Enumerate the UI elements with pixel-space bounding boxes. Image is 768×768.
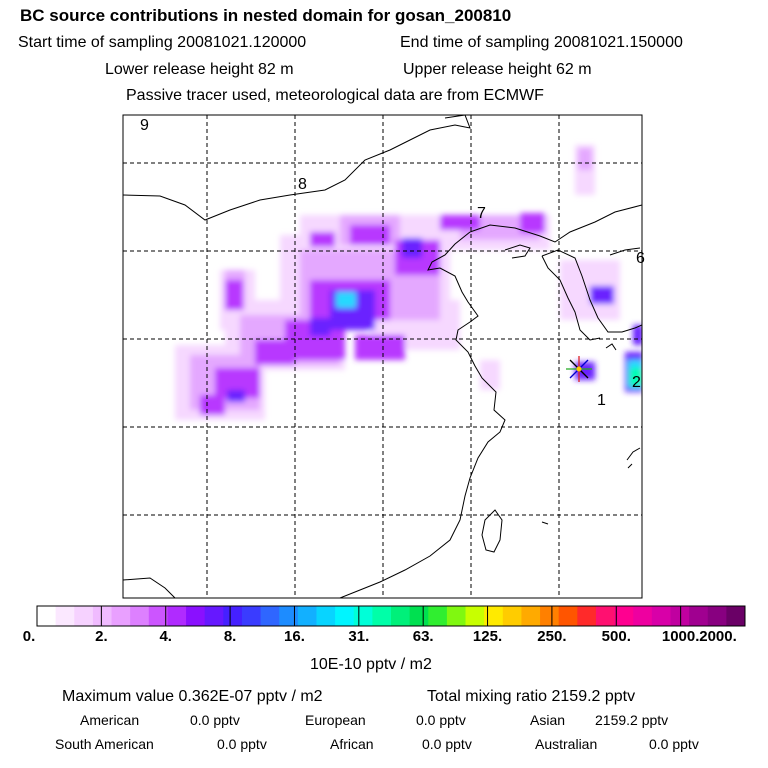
- maximum-value: Maximum value 0.362E-07 pptv / m2: [62, 688, 323, 705]
- map-label-2: 2: [632, 374, 641, 391]
- region-name-american: American: [80, 712, 140, 728]
- colorbar-swatch: [297, 606, 317, 626]
- colorbar-swatch: [167, 606, 187, 626]
- colorbar-tick-label: 2.: [95, 628, 108, 645]
- colorbar-tick-label: 31.: [348, 628, 370, 645]
- colorbar-swatch: [186, 606, 206, 626]
- colorbar-tick-label: 2000.: [699, 628, 737, 645]
- colorbar-swatch: [279, 606, 299, 626]
- region-value-south-american: 0.0 pptv: [217, 736, 267, 752]
- colorbar-swatch: [633, 606, 653, 626]
- colorbar-swatch: [614, 606, 634, 626]
- colorbar-swatch: [111, 606, 131, 626]
- region-value-australian: 0.0 pptv: [649, 736, 699, 752]
- colorbar-swatch: [335, 606, 355, 626]
- lower-release-height: Lower release height 82 m: [105, 61, 294, 78]
- upper-release-height: Upper release height 62 m: [403, 61, 592, 78]
- region-value-african: 0.0 pptv: [422, 736, 472, 752]
- map-label-8: 8: [298, 176, 307, 193]
- colorbar-swatch: [577, 606, 597, 626]
- colorbar-swatch: [428, 606, 448, 626]
- colorbar-swatch: [204, 606, 224, 626]
- colorbar-swatch: [707, 606, 727, 626]
- colorbar-swatch: [558, 606, 578, 626]
- map-label-9: 9: [140, 117, 149, 134]
- region-name-australian: Australian: [535, 736, 598, 752]
- colorbar-swatch: [651, 606, 671, 626]
- colorbar-tick-label: 8.: [223, 628, 237, 645]
- region-name-asian: Asian: [530, 712, 566, 728]
- colorbar-swatch: [372, 606, 392, 626]
- colorbar-swatch: [726, 606, 746, 626]
- end-time: End time of sampling 20081021.150000: [400, 34, 683, 51]
- colorbar-frame: [36, 605, 746, 627]
- map-label-1: 1: [597, 392, 606, 409]
- region-value-asian: 2159.2 pptv: [595, 712, 669, 728]
- colorbar-swatch: [92, 606, 113, 626]
- colorbar-swatch: [223, 606, 243, 626]
- colorbar-swatch: [670, 606, 690, 626]
- colorbar-swatch: [260, 606, 280, 626]
- map-frame: [122, 114, 643, 599]
- lat-lon-grid: [123, 115, 642, 598]
- colorbar-swatch: [540, 606, 560, 626]
- colorbar-swatch: [316, 606, 336, 626]
- colorbar-swatch: [353, 606, 373, 626]
- concentration-field: [175, 145, 642, 420]
- map-label-7: 7: [477, 205, 486, 222]
- region-name-south-american: South American: [55, 736, 154, 752]
- colorbar-swatch: [37, 606, 57, 626]
- colorbar-tick-label: 250.: [537, 628, 567, 645]
- plot-title: BC source contributions in nested domain…: [20, 6, 512, 25]
- colorbar-swatch: [689, 606, 709, 626]
- colorbar-tick-label: 63.: [412, 628, 434, 645]
- colorbar-swatch: [130, 606, 150, 626]
- colorbar-swatch: [595, 606, 616, 626]
- tracer-note: Passive tracer used, meteorological data…: [126, 87, 544, 104]
- colorbar-swatch: [148, 606, 168, 626]
- colorbar-swatch: [502, 606, 522, 626]
- colorbar-swatch: [446, 606, 467, 626]
- total-mixing-ratio: Total mixing ratio 2159.2 pptv: [427, 688, 636, 705]
- colorbar-swatch: [55, 606, 75, 626]
- colorbar-swatch: [74, 606, 94, 626]
- colorbar-tick-label: 500.: [601, 628, 631, 645]
- coastline-layer: [123, 115, 642, 598]
- receptor-star-icon: [566, 356, 592, 382]
- colorbar-tick-label: 0.: [22, 628, 36, 645]
- colorbar-swatch: [409, 606, 429, 626]
- start-time: Start time of sampling 20081021.120000: [18, 34, 307, 51]
- colorbar-swatch: [521, 606, 541, 626]
- colorbar-swatch: [391, 606, 411, 626]
- colorbar-tick-label: 16.: [284, 628, 305, 645]
- colorbar-tick-label: 125.: [472, 628, 503, 645]
- region-value-european: 0.0 pptv: [416, 712, 466, 728]
- colorbar-tick-label: 1000.: [661, 628, 700, 645]
- colorbar-swatch: [484, 606, 504, 626]
- region-name-european: European: [305, 712, 366, 728]
- colorbar-swatch: [241, 606, 262, 626]
- map-label-6: 6: [636, 250, 645, 267]
- region-name-african: African: [330, 736, 374, 752]
- colorbar-unit: 10E-10 pptv / m2: [310, 656, 432, 673]
- colorbar-tick-label: 4.: [159, 628, 172, 645]
- colorbar-swatch: [465, 606, 485, 626]
- region-value-american: 0.0 pptv: [190, 712, 240, 728]
- colorbar: [36, 605, 746, 627]
